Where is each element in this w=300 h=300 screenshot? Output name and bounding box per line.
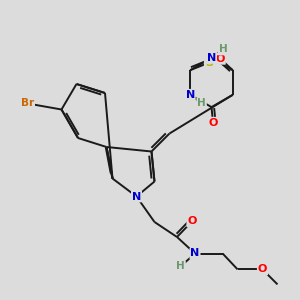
Text: H: H: [176, 261, 185, 272]
Text: Br: Br: [21, 98, 34, 109]
Text: N: N: [190, 248, 200, 259]
Text: H: H: [197, 98, 206, 108]
Text: H: H: [218, 44, 227, 55]
Text: N: N: [186, 90, 195, 100]
Text: O: O: [208, 118, 218, 128]
Text: S: S: [205, 58, 213, 68]
Text: O: O: [258, 264, 267, 274]
Text: O: O: [187, 216, 197, 226]
Text: N: N: [132, 191, 141, 202]
Text: N: N: [207, 53, 216, 63]
Text: O: O: [215, 54, 225, 64]
